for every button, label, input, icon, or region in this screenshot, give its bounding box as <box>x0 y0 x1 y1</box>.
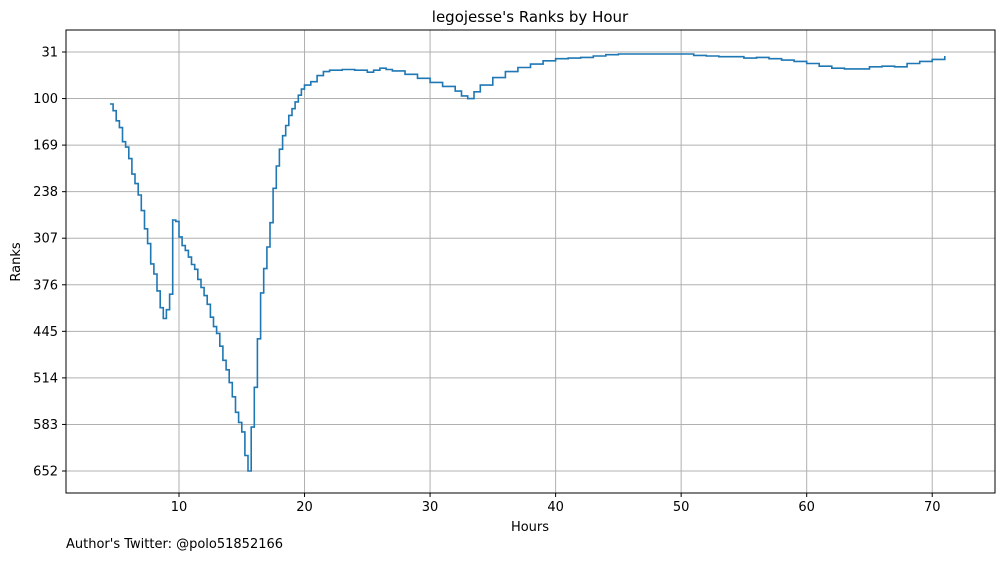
x-tick-label: 60 <box>798 500 815 515</box>
y-tick-label: 445 <box>33 325 58 340</box>
y-axis: 31 100 169 238 307 376 445 514 583 652 <box>33 46 66 480</box>
y-tick-label: 238 <box>33 185 58 200</box>
author-credit: Author's Twitter: @polo51852166 <box>66 537 284 552</box>
y-tick-label: 583 <box>33 418 58 433</box>
x-axis: 10 20 30 40 50 60 70 <box>171 493 941 515</box>
plot-frame <box>65 29 996 494</box>
y-tick-label: 169 <box>33 139 58 154</box>
x-tick-label: 10 <box>171 500 188 515</box>
y-tick-label: 652 <box>33 465 58 480</box>
y-axis-label: Ranks <box>9 242 24 281</box>
y-tick-label: 31 <box>41 46 58 61</box>
y-tick-label: 100 <box>33 92 58 107</box>
x-axis-label: Hours <box>511 520 549 535</box>
y-tick-label: 514 <box>33 371 58 386</box>
grid-lines <box>66 30 995 493</box>
x-tick-label: 30 <box>422 500 439 515</box>
y-tick-label: 376 <box>33 278 58 293</box>
x-tick-label: 40 <box>547 500 564 515</box>
y-tick-label: 307 <box>33 232 58 247</box>
chart-title: legojesse's Ranks by Hour <box>432 8 629 26</box>
x-tick-label: 50 <box>673 500 690 515</box>
rank-step-line <box>109 53 946 472</box>
x-tick-label: 20 <box>296 500 313 515</box>
series-layer <box>109 53 946 472</box>
x-tick-label: 70 <box>924 500 941 515</box>
